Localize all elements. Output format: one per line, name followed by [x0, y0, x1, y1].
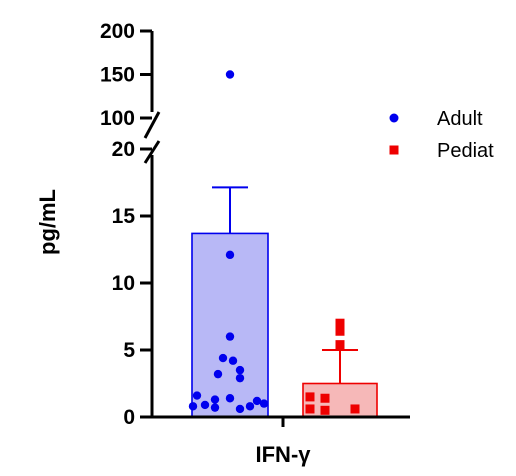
legend-marker-adult: [389, 113, 399, 123]
data-point-pediat: [320, 393, 330, 403]
x-category-label: IFN-γ: [256, 442, 312, 467]
data-point-adult: [213, 369, 223, 379]
data-point-adult: [200, 400, 210, 410]
y-tick-label: 150: [100, 64, 135, 87]
data-point-adult: [245, 402, 255, 411]
y-axis-title: pg/mL: [35, 189, 60, 255]
data-points-layer: [188, 70, 360, 415]
data-point-adult: [228, 356, 238, 365]
data-point-pediat: [305, 392, 315, 402]
y-tick-label: 5: [123, 339, 135, 362]
y-tick-label: 15: [112, 205, 136, 228]
legend-label-adult: Adult: [437, 108, 483, 130]
data-point-pediat: [335, 326, 345, 336]
data-point-adult: [210, 395, 220, 404]
data-point-adult: [225, 70, 235, 79]
error-bars-layer: [212, 186, 358, 384]
data-point-pediat: [350, 404, 360, 414]
data-point-adult: [218, 353, 228, 363]
data-point-pediat: [305, 404, 315, 414]
data-point-adult: [235, 365, 245, 375]
y-tick-label: 200: [100, 20, 135, 43]
data-point-adult: [235, 404, 245, 414]
bars-layer: [191, 232, 378, 418]
data-point-adult: [252, 396, 262, 406]
bar-pediat: [302, 382, 378, 418]
data-point-adult: [210, 403, 220, 412]
data-point-adult: [235, 373, 245, 383]
axes-layer: 0 5 10 15 20 100 150 200 IFN-γ: [100, 20, 410, 467]
y-tick-label: 100: [100, 107, 135, 130]
legend: Adult Pediat: [389, 108, 494, 162]
data-point-adult: [225, 250, 235, 260]
y-tick-label: 20: [112, 138, 135, 161]
y-tick-label: 0: [123, 406, 135, 429]
y-axis-break-mark: [143, 140, 161, 164]
data-point-adult: [225, 394, 235, 403]
data-point-adult: [192, 391, 202, 400]
legend-label-pediat: Pediat: [437, 140, 494, 162]
data-point-pediat: [335, 318, 345, 328]
data-point-adult: [225, 332, 235, 341]
data-point-adult: [259, 399, 269, 408]
y-tick-label: 10: [112, 272, 135, 295]
data-point-pediat: [320, 405, 330, 415]
legend-marker-pediat: [389, 145, 399, 155]
bar-adult: [191, 232, 269, 418]
data-point-pediat: [335, 340, 345, 350]
y-axis-break-mark: [143, 111, 161, 139]
data-point-adult: [188, 402, 198, 411]
